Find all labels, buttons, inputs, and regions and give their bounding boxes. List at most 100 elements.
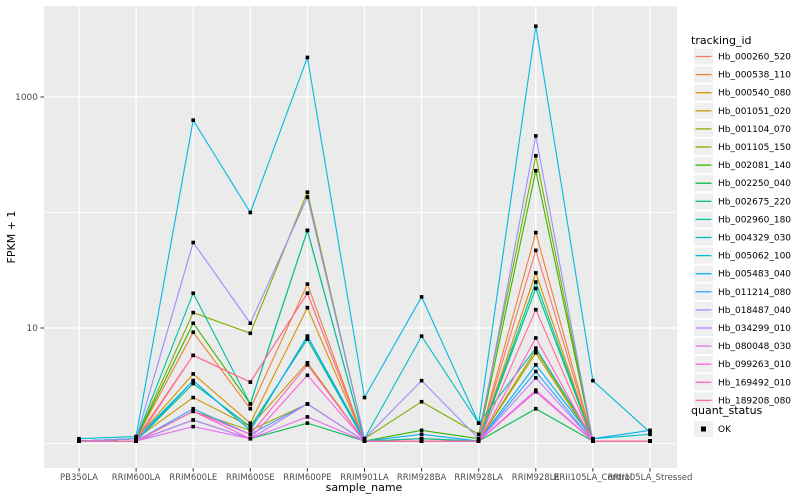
data-point [534, 168, 538, 173]
data-point [248, 421, 253, 425]
data-point [419, 378, 424, 383]
data-point [591, 436, 595, 441]
data-point [648, 428, 652, 433]
data-point [248, 210, 253, 215]
data-point [305, 228, 310, 233]
data-point [134, 436, 138, 441]
data-point [191, 381, 195, 386]
legend2-label: OK [718, 425, 732, 435]
data-point [534, 363, 538, 367]
x-tick-label: RRIM600PE [283, 473, 331, 483]
data-point [305, 282, 310, 286]
x-tick-label: RRIM600LE [169, 473, 217, 483]
data-point [191, 395, 195, 400]
data-point [191, 291, 195, 296]
data-point [248, 424, 253, 429]
x-axis-title: sample_name [326, 481, 403, 494]
data-point [476, 439, 481, 443]
data-point [305, 305, 310, 310]
data-point [362, 395, 367, 400]
legend-label: Hb_099263_010 [718, 360, 791, 370]
legend-label: Hb_169492_010 [718, 378, 791, 388]
x-tick-label: RRIM600SE [226, 473, 275, 483]
data-point [591, 378, 595, 383]
legend-label: Hb_005483_040 [718, 270, 791, 280]
data-point [191, 118, 195, 122]
data-point [191, 321, 195, 326]
data-point [305, 363, 310, 367]
legend-label: Hb_001104_070 [718, 125, 791, 135]
data-point [134, 434, 138, 439]
legend-label: Hb_005062_100 [718, 252, 791, 262]
legend-label: Hb_018487_040 [718, 306, 791, 316]
data-point [534, 134, 538, 138]
data-point [534, 230, 538, 235]
data-point [191, 330, 195, 334]
data-point [419, 432, 424, 437]
data-point [534, 369, 538, 374]
data-point [648, 432, 652, 437]
legend-label: Hb_034299_010 [718, 324, 791, 334]
legend-label: Hb_080048_030 [718, 342, 791, 352]
data-point [248, 402, 253, 406]
data-point [419, 436, 424, 441]
legend2-key-point [701, 426, 706, 432]
data-point [305, 373, 310, 378]
x-tick-label: RRIM928BA [397, 473, 447, 483]
data-point [191, 310, 195, 315]
data-point [305, 421, 310, 425]
legend-label: Hb_002081_140 [718, 161, 791, 171]
data-point [534, 286, 538, 291]
data-point [648, 430, 652, 435]
data-point [305, 415, 310, 419]
legend2-title: quant_status [691, 404, 763, 417]
data-point [476, 432, 481, 437]
data-point [305, 195, 310, 199]
data-point [248, 436, 253, 441]
data-point [362, 439, 367, 443]
data-point [534, 406, 538, 411]
x-tick-label: PB350LA [60, 473, 98, 483]
legend-label: Hb_000538_110 [718, 71, 791, 81]
legend-label: Hb_189208_080 [718, 396, 791, 406]
legend-label: Hb_002675_220 [718, 197, 791, 207]
data-point [305, 402, 310, 406]
data-point [305, 291, 310, 296]
legend-label: Hb_002250_040 [718, 179, 791, 189]
data-point [534, 376, 538, 380]
data-point [419, 295, 424, 299]
data-point [534, 390, 538, 394]
data-point [305, 337, 310, 341]
data-point [419, 439, 424, 443]
y-axis-title: FPKM + 1 [5, 211, 18, 264]
data-point [305, 334, 310, 338]
data-point [476, 421, 481, 425]
data-point [191, 240, 195, 245]
x-tick-label: RRII105LA_Stressed [608, 473, 693, 483]
data-point [77, 436, 81, 441]
data-point [534, 346, 538, 350]
data-point [191, 372, 195, 376]
data-point [134, 439, 138, 443]
data-point [248, 321, 253, 326]
data-point [534, 307, 538, 312]
y-tick-label: 1000 [15, 93, 38, 103]
x-tick-label: RRIM928LE [512, 473, 560, 483]
data-point [305, 360, 310, 365]
data-point [248, 331, 253, 336]
legend-label: Hb_000540_080 [718, 89, 791, 99]
x-tick-label: RRIM928LA [454, 473, 503, 483]
legend-label: Hb_001051_020 [718, 107, 791, 117]
data-point [248, 428, 253, 433]
data-point [419, 399, 424, 404]
data-point [191, 418, 195, 422]
legend-label: Hb_001105_150 [718, 143, 791, 153]
data-point [77, 439, 81, 443]
data-point [534, 153, 538, 158]
data-point [534, 350, 538, 355]
y-tick-label: 10 [27, 324, 39, 334]
data-point [648, 439, 652, 443]
x-tick-label: RRIM600LA [112, 473, 161, 483]
